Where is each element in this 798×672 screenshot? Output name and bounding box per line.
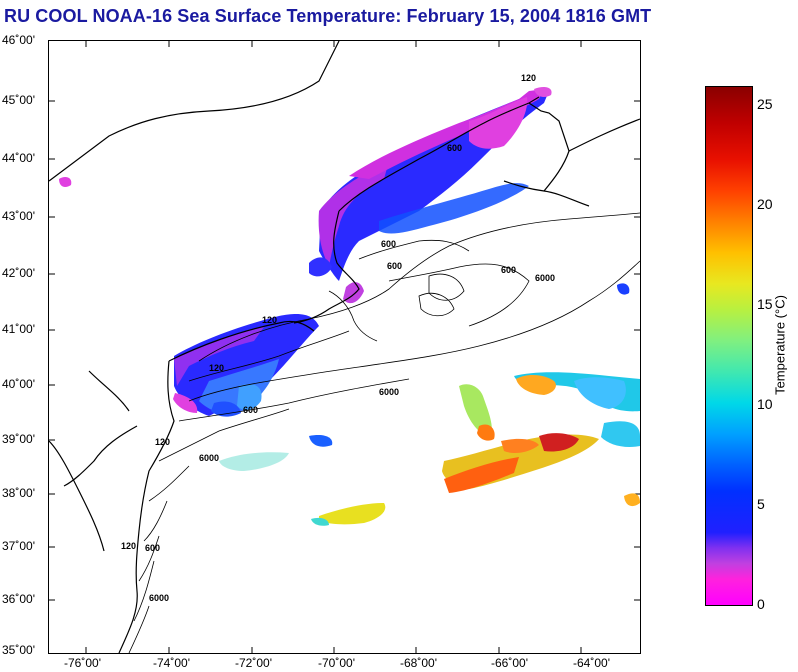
map-title: RU COOL NOAA-16 Sea Surface Temperature:… xyxy=(4,6,652,26)
contour-label: 600 xyxy=(387,261,402,271)
map-panel[interactable]: 120 600 600 600 600 6000 120 120 6000 60… xyxy=(48,40,641,654)
sst-gulf-stream xyxy=(59,87,640,526)
contour-label: 6000 xyxy=(535,273,555,283)
lat-label-42: 42˚00' xyxy=(2,266,35,280)
lon-label-64: -64˚00' xyxy=(573,656,610,670)
colorbar-tick-0: 0 xyxy=(757,596,765,612)
contour-label: 120 xyxy=(155,437,170,447)
lon-label-74: -74˚00' xyxy=(153,656,190,670)
lat-label-43: 43˚00' xyxy=(2,209,35,223)
contour-label: 600 xyxy=(447,143,462,153)
colorbar-tick-15: 15 xyxy=(757,296,773,312)
bathymetry-contours xyxy=(128,212,640,653)
lon-label-76: -76˚00' xyxy=(64,656,101,670)
contour-label: 120 xyxy=(521,73,536,83)
colorbar-tick-25: 25 xyxy=(757,96,773,112)
lat-label-39: 39˚00' xyxy=(2,432,35,446)
lat-label-45: 45˚00' xyxy=(2,93,35,107)
lon-label-70: -70˚00' xyxy=(318,656,355,670)
lon-label-68: -68˚00' xyxy=(400,656,437,670)
lat-label-41: 41˚00' xyxy=(2,322,35,336)
lon-label-72: -72˚00' xyxy=(235,656,272,670)
contour-label: 120 xyxy=(121,541,136,551)
lat-label-37: 37˚00' xyxy=(2,539,35,553)
lat-label-36: 36˚00' xyxy=(2,592,35,606)
colorbar-tick-20: 20 xyxy=(757,196,773,212)
contour-label: 120 xyxy=(262,315,277,325)
colorbar-tick-5: 5 xyxy=(757,496,765,512)
lat-label-40: 40˚00' xyxy=(2,377,35,391)
lat-label-44: 44˚00' xyxy=(2,151,35,165)
coastline xyxy=(49,41,640,653)
sst-gulf-of-maine xyxy=(309,89,549,304)
temperature-colorbar xyxy=(705,86,753,606)
colorbar-label: Temperature (°C) xyxy=(772,295,788,395)
contour-label: 6000 xyxy=(379,387,399,397)
lat-label-46: 46˚00' xyxy=(2,33,35,47)
lat-label-35: 35˚00' xyxy=(2,643,35,657)
colorbar-tick-10: 10 xyxy=(757,396,773,412)
contour-labels: 120 600 600 600 600 6000 120 120 6000 60… xyxy=(121,73,555,603)
sst-map: 120 600 600 600 600 6000 120 120 6000 60… xyxy=(49,41,640,653)
contour-label: 600 xyxy=(145,543,160,553)
contour-label: 6000 xyxy=(199,453,219,463)
grid-ticks xyxy=(49,41,640,653)
contour-label: 600 xyxy=(243,405,258,415)
contour-label: 600 xyxy=(381,239,396,249)
lat-label-38: 38˚00' xyxy=(2,486,35,500)
contour-label: 120 xyxy=(209,363,224,373)
contour-label: 600 xyxy=(501,265,516,275)
contour-label: 6000 xyxy=(149,593,169,603)
lon-label-66: -66˚00' xyxy=(491,656,528,670)
